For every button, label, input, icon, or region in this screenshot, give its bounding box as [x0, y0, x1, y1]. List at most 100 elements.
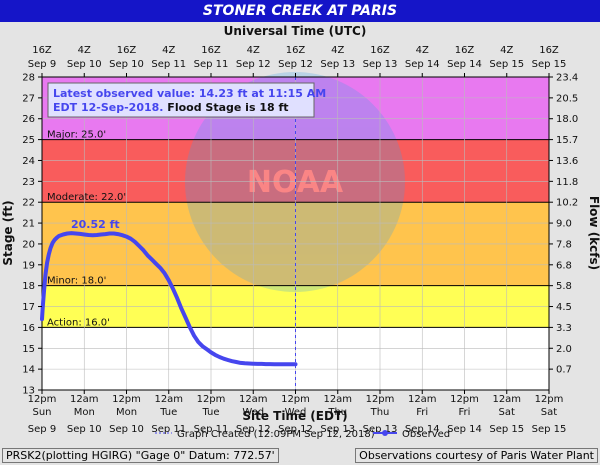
y-right-tick-label: 20.5 — [556, 93, 578, 104]
y-right-tick-label: 15.7 — [556, 135, 578, 146]
x-top-tick-date: Sep 15 — [532, 59, 567, 70]
y-tick-label: 21 — [22, 219, 35, 230]
x-bottom-tick-day: Thu — [327, 407, 347, 418]
x-bottom-tick-time: 12am — [70, 394, 99, 405]
x-top-tick-label: 16Z — [539, 45, 559, 56]
y-right-tick-label: 7.8 — [556, 239, 572, 250]
x-bottom-tick-time: 12pm — [535, 394, 564, 405]
x-bottom-tick-date: Sep 15 — [489, 424, 524, 435]
x-bottom-tick-time: 12pm — [366, 394, 395, 405]
x-bottom-tick-date: Sep 12 — [278, 424, 313, 435]
x-bottom-tick-time: 12pm — [112, 394, 141, 405]
x-bottom-tick-day: Sun — [32, 407, 51, 418]
threshold-labels: Action: 16.0' Minor: 18.0' Moderate: 22.0'… — [47, 130, 126, 329]
x-bottom-tick-time: 12am — [239, 394, 268, 405]
x-top-tick-label: 16Z — [117, 45, 137, 56]
x-axis-bottom: 12pm Sun Sep 9 12am Mon Sep 10 12pm Mon Sep 10 12… — [28, 390, 567, 435]
observations-credit: Observations courtesy of Paris Water Pla… — [355, 448, 598, 463]
x-top-tick-date: Sep 15 — [489, 59, 524, 70]
x-bottom-tick-time: 12am — [492, 394, 521, 405]
x-top-tick-label: 16Z — [286, 45, 306, 56]
x-bottom-tick-time: 12pm — [281, 394, 310, 405]
y-right-tick-label: 13.6 — [556, 156, 578, 167]
y-tick-label: 23 — [22, 177, 35, 188]
bottom-axis-title: Site Time (EDT) — [242, 409, 347, 423]
x-top-tick-label: 4Z — [247, 45, 260, 56]
x-top-tick-date: Sep 14 — [405, 59, 440, 70]
y-axis-right: 0.7 2.0 3.3 4.5 5.8 6.8 7.8 9.0 10.2 11.8 13.6 15.7… — [549, 73, 578, 376]
y-tick-label: 14 — [22, 365, 35, 376]
graph-created-label: Graph Created (12:09PM Sep 12, 2018) — [177, 429, 375, 440]
threshold-label: Moderate: 22.0' — [47, 192, 126, 203]
x-top-tick-date: Sep 10 — [67, 59, 102, 70]
x-top-tick-date: Sep 14 — [447, 59, 482, 70]
x-top-tick-date: Sep 13 — [320, 59, 355, 70]
x-bottom-tick-day: Sat — [499, 407, 515, 418]
x-bottom-tick-date: Sep 15 — [532, 424, 567, 435]
observed-series: 20.52 ft — [40, 218, 298, 367]
observed-line — [40, 231, 298, 367]
x-bottom-tick-day: Fri — [459, 407, 471, 418]
x-top-tick-label: 4Z — [162, 45, 175, 56]
x-top-tick-date: Sep 11 — [151, 59, 186, 70]
y-tick-label: 15 — [22, 344, 35, 355]
y-tick-label: 24 — [22, 156, 35, 167]
flood-stage-text: Flood Stage is 18 ft — [163, 101, 288, 114]
x-bottom-tick-date: Sep 9 — [28, 424, 56, 435]
x-bottom-tick-day: Wed — [285, 407, 307, 418]
y-tick-label: 13 — [22, 386, 35, 397]
x-bottom-tick-date: Sep 10 — [109, 424, 144, 435]
y-tick-label: 19 — [22, 260, 35, 271]
y-right-tick-label: 0.7 — [556, 365, 572, 376]
x-axis-top: 16Z Sep 9 4Z Sep 10 16Z Sep 10 4Z Sep 11 16Z Sep … — [28, 45, 567, 77]
y-tick-label: 20 — [22, 239, 35, 250]
threshold-label: Action: 16.0' — [47, 317, 110, 328]
y-axis-left: 13 14 15 16 17 18 19 20 21 22 23 24 25 26 27 28 — [22, 73, 42, 397]
x-top-tick-label: 16Z — [370, 45, 390, 56]
x-bottom-tick-day: Sat — [541, 407, 557, 418]
x-bottom-tick-date: Sep 12 — [236, 424, 271, 435]
x-bottom-tick-day: Tue — [201, 407, 219, 418]
footer: PRSK2(plotting HGIRG) "Gage 0" Datum: 77… — [0, 447, 600, 465]
latest-date: EDT 12-Sep-2018. — [53, 101, 163, 114]
top-axis-title: Universal Time (UTC) — [224, 24, 367, 38]
x-bottom-tick-day: Thu — [370, 407, 390, 418]
x-bottom-tick-date: Sep 14 — [447, 424, 482, 435]
y-tick-label: 16 — [22, 323, 35, 334]
x-top-tick-label: 4Z — [331, 45, 344, 56]
x-bottom-tick-date: Sep 13 — [363, 424, 398, 435]
y-tick-label: 22 — [22, 198, 35, 209]
legend: Graph Created (12:09PM Sep 12, 2018) Obs… — [155, 429, 450, 440]
x-bottom-tick-time: 12am — [323, 394, 352, 405]
x-bottom-tick-time: 12am — [408, 394, 437, 405]
y-tick-label: 26 — [22, 114, 35, 125]
peak-label: 20.52 ft — [71, 218, 120, 231]
x-bottom-tick-date: Sep 13 — [320, 424, 355, 435]
y-right-tick-label: 9.0 — [556, 219, 572, 230]
y-right-tick-label: 10.2 — [556, 198, 578, 209]
x-bottom-tick-day: Mon — [116, 407, 137, 418]
y-right-tick-label: 3.3 — [556, 323, 572, 334]
y-right-tick-label: 6.8 — [556, 260, 572, 271]
x-top-tick-date: Sep 13 — [363, 59, 398, 70]
x-top-tick-label: 16Z — [201, 45, 221, 56]
datum-info: PRSK2(plotting HGIRG) "Gage 0" Datum: 77… — [2, 448, 279, 463]
x-bottom-tick-time: 12pm — [28, 394, 57, 405]
y-tick-label: 25 — [22, 135, 35, 146]
x-top-tick-label: 4Z — [78, 45, 91, 56]
y-tick-label: 17 — [22, 302, 35, 313]
y-right-tick-label: 23.4 — [556, 73, 578, 84]
latest-line2: EDT 12-Sep-2018. Flood Stage is 18 ft — [53, 101, 289, 114]
threshold-label: Minor: 18.0' — [47, 276, 106, 287]
x-top-tick-date: Sep 12 — [236, 59, 271, 70]
observed-legend-dot — [382, 430, 388, 436]
y-tick-label: 28 — [22, 73, 35, 84]
x-top-tick-date: Sep 10 — [109, 59, 144, 70]
x-bottom-tick-time: 12pm — [450, 394, 479, 405]
x-bottom-tick-day: Mon — [74, 407, 95, 418]
y-right-tick-label: 11.8 — [556, 177, 578, 188]
latest-observation-box: Latest observed value: 14.23 ft at 11:15… — [47, 82, 326, 118]
y-right-tick-label: 4.5 — [556, 302, 572, 313]
x-bottom-tick-date: Sep 14 — [405, 424, 440, 435]
threshold-label: Major: 25.0' — [47, 130, 106, 141]
